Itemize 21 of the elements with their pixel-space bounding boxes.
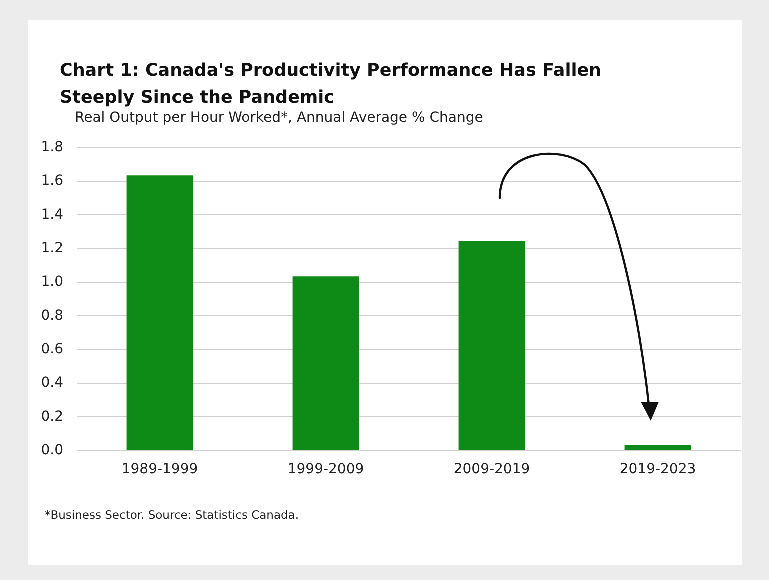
bar	[126, 176, 194, 450]
y-tick-label: 0.0	[41, 442, 64, 458]
y-tick-label: 0.2	[41, 408, 64, 425]
y-tick-label: 1.8	[41, 140, 64, 156]
y-tick-label: 1.2	[41, 240, 64, 256]
bar	[624, 444, 692, 450]
y-tick-label: 1.6	[41, 173, 64, 190]
x-tick-label: 2019-2023	[620, 462, 696, 478]
chart-subtitle: Real Output per Hour Worked*, Annual Average % Change	[75, 110, 484, 126]
bar	[292, 276, 360, 450]
x-tick-label: 2009-2019	[454, 462, 530, 478]
x-tick-label: 1999-2009	[288, 462, 364, 478]
x-tick-label: 1989-1999	[122, 462, 198, 478]
bar	[458, 241, 526, 450]
y-tick-label: 0.8	[41, 308, 64, 324]
y-tick-label: 1.4	[41, 206, 64, 223]
y-tick-label: 0.4	[41, 375, 64, 392]
y-tick-label: 1.0	[41, 274, 64, 290]
text: *Business Sector. Source: Statistics Canada.	[45, 508, 300, 522]
y-tick-label: 0.6	[41, 342, 64, 358]
chart-title: Chart 1: Canada's Productivity Performance Has Fallen Steeply Since the Pandemic	[60, 61, 602, 108]
